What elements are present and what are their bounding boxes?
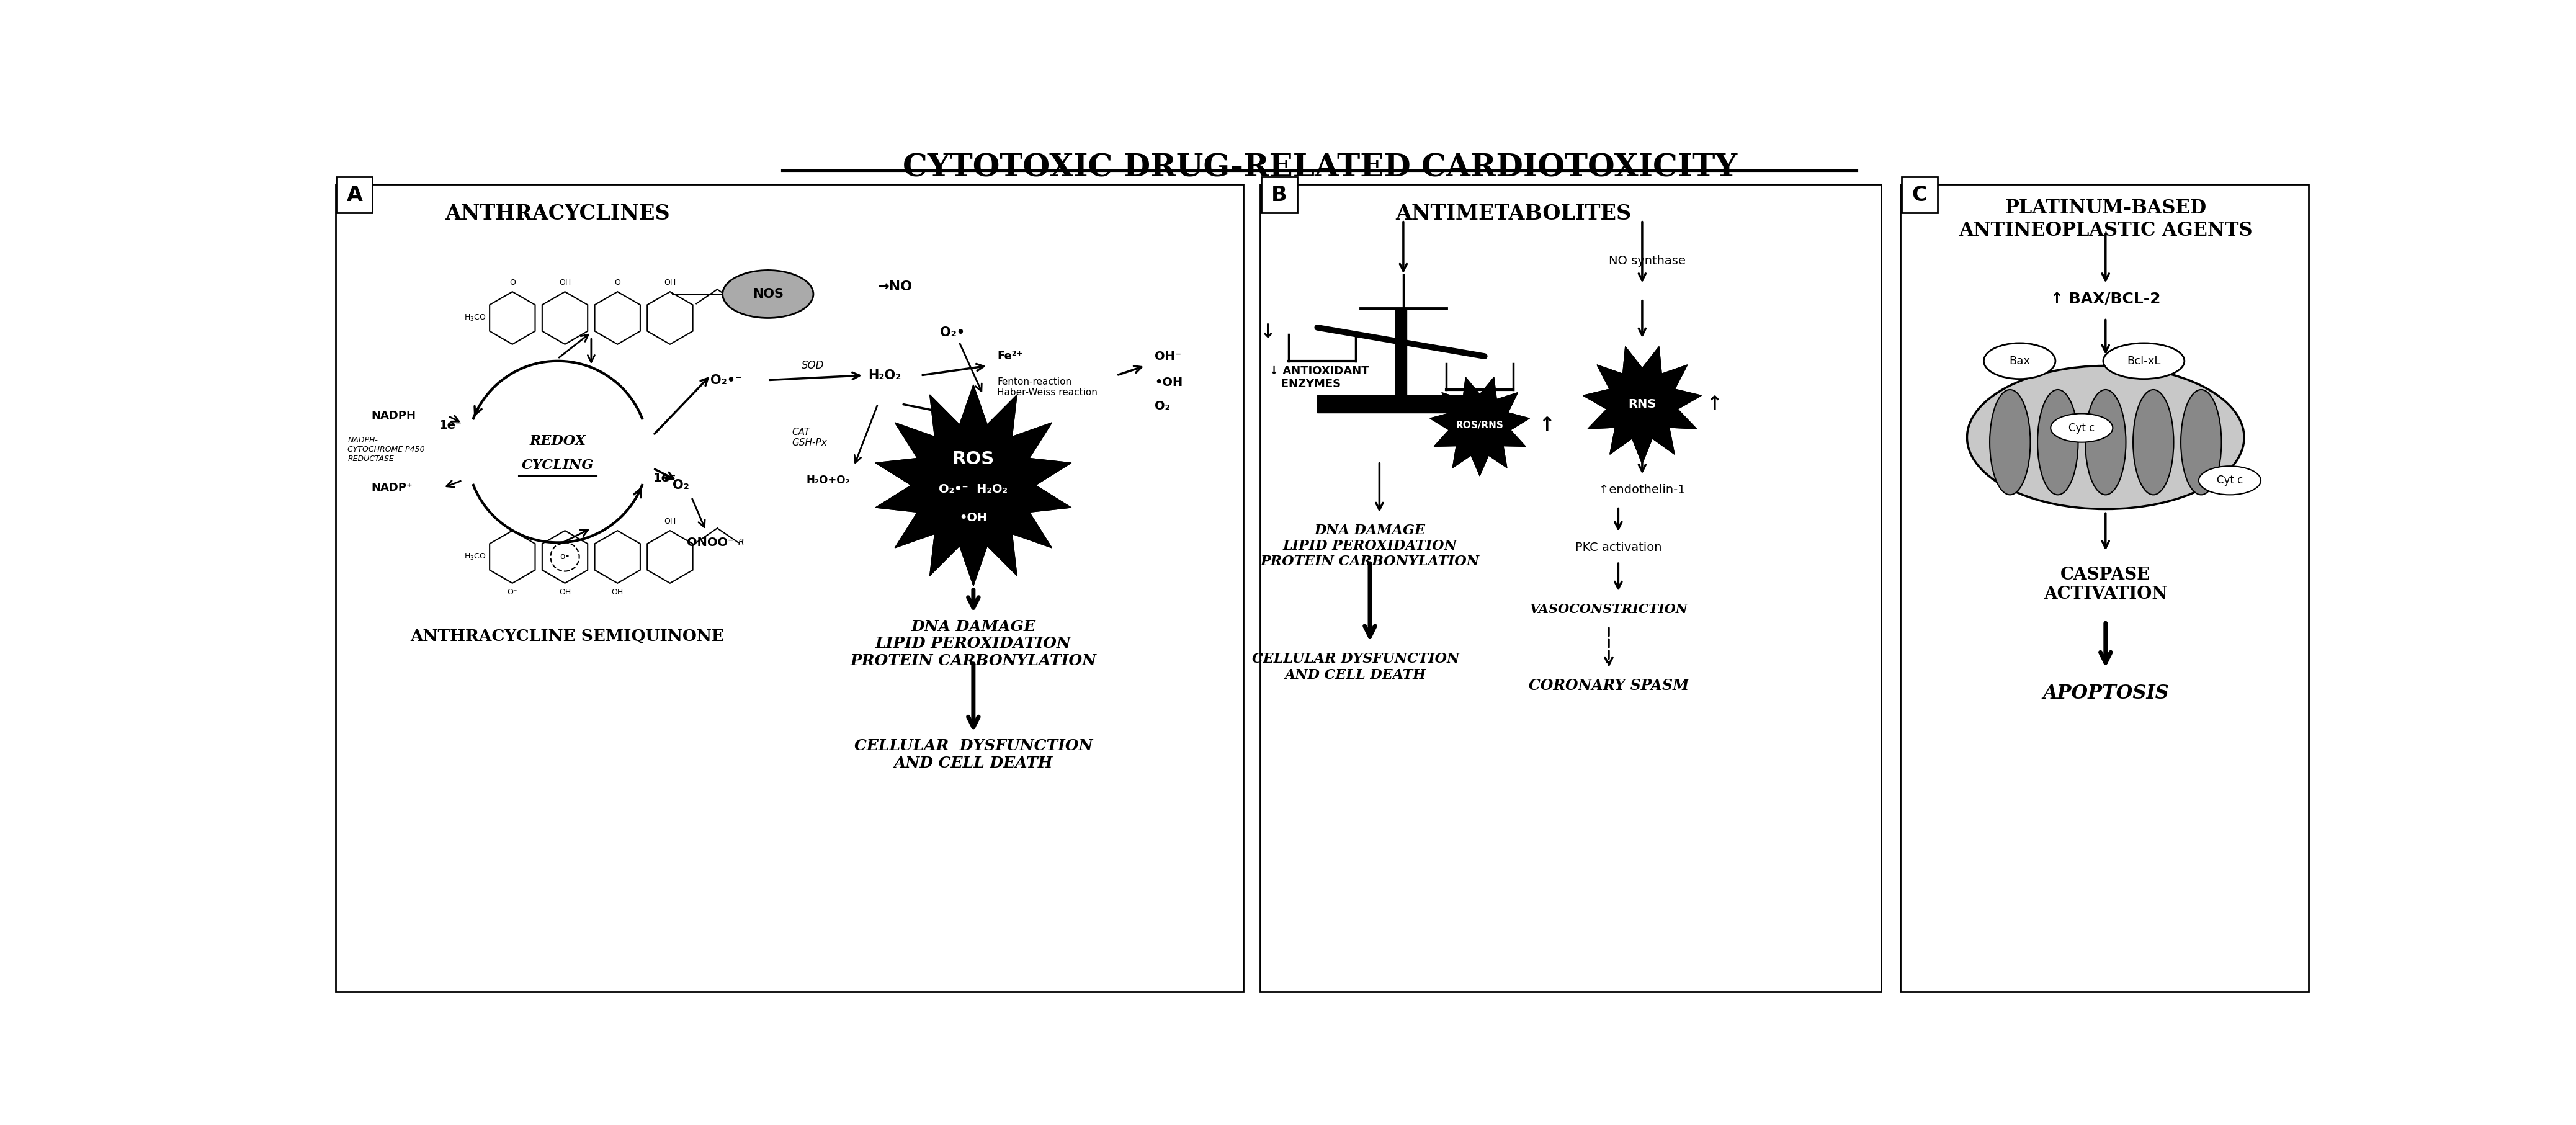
Text: O⁻: O⁻	[507, 588, 518, 596]
FancyBboxPatch shape	[1262, 177, 1298, 213]
Text: ANTHRACYCLINES: ANTHRACYCLINES	[446, 204, 670, 224]
Ellipse shape	[2182, 389, 2221, 495]
Text: O₂•⁻  H₂O₂: O₂•⁻ H₂O₂	[938, 483, 1007, 495]
Ellipse shape	[2133, 389, 2174, 495]
Text: ↑: ↑	[1705, 395, 1721, 413]
Ellipse shape	[2102, 343, 2184, 379]
Text: ROS/RNS: ROS/RNS	[1455, 421, 1504, 430]
Text: O₂•⁻: O₂•⁻	[711, 374, 742, 386]
Ellipse shape	[2038, 389, 2079, 495]
Text: OH: OH	[665, 518, 675, 525]
Text: ↓ ANTIOXIDANT
   ENZYMES: ↓ ANTIOXIDANT ENZYMES	[1270, 366, 1370, 389]
Text: →NO: →NO	[878, 281, 912, 294]
FancyBboxPatch shape	[337, 177, 374, 213]
Text: SOD: SOD	[801, 360, 824, 371]
Text: CELLULAR DYSFUNCTION
AND CELL DEATH: CELLULAR DYSFUNCTION AND CELL DEATH	[1252, 652, 1458, 682]
Text: o•: o•	[559, 552, 569, 561]
FancyBboxPatch shape	[1901, 177, 1937, 213]
Polygon shape	[1316, 395, 1484, 413]
Text: R: R	[739, 538, 744, 547]
Text: H₂O+O₂: H₂O+O₂	[806, 475, 850, 486]
Text: NADPH-
CYTOCHROME P450
REDUCTASE: NADPH- CYTOCHROME P450 REDUCTASE	[348, 437, 425, 462]
Text: O₂: O₂	[672, 479, 688, 492]
Text: ↓: ↓	[1260, 323, 1275, 341]
Polygon shape	[1396, 308, 1406, 395]
Text: •OH: •OH	[1154, 377, 1182, 388]
Text: ONOO⁻: ONOO⁻	[688, 537, 734, 549]
Text: O₂: O₂	[1154, 400, 1170, 412]
Text: H₂O₂: H₂O₂	[868, 369, 902, 381]
Text: H$_3$CO: H$_3$CO	[464, 313, 487, 323]
Text: ↑ BAX/BCL-2: ↑ BAX/BCL-2	[2050, 291, 2161, 306]
Polygon shape	[1430, 377, 1530, 476]
Text: A: A	[348, 184, 363, 206]
Text: Cyt c: Cyt c	[2218, 475, 2244, 486]
Text: ANTIMETABOLITES: ANTIMETABOLITES	[1396, 204, 1631, 224]
Text: Fenton-reaction
Haber-Weiss reaction: Fenton-reaction Haber-Weiss reaction	[997, 377, 1097, 397]
Text: OH: OH	[559, 279, 572, 287]
Ellipse shape	[2050, 414, 2112, 442]
Text: DNA DAMAGE
LIPID PEROXIDATION
PROTEIN CARBONYLATION: DNA DAMAGE LIPID PEROXIDATION PROTEIN CA…	[850, 619, 1097, 668]
Text: OH: OH	[559, 588, 572, 596]
Ellipse shape	[1989, 389, 2030, 495]
Text: CAT
GSH-Px: CAT GSH-Px	[791, 428, 827, 448]
Text: ANTHRACYCLINE SEMIQUINONE: ANTHRACYCLINE SEMIQUINONE	[410, 629, 724, 645]
Text: H$_3$CO: H$_3$CO	[464, 552, 487, 561]
Text: CYCLING: CYCLING	[523, 458, 595, 473]
Text: B: B	[1270, 184, 1288, 206]
Text: C: C	[1911, 184, 1927, 206]
Text: O₂•: O₂•	[940, 326, 966, 339]
Polygon shape	[876, 385, 1072, 586]
Text: ↑: ↑	[1538, 416, 1553, 434]
Text: OH: OH	[611, 588, 623, 596]
Text: RNS: RNS	[1628, 398, 1656, 410]
Text: NADPH: NADPH	[371, 411, 417, 422]
Bar	[1901, 184, 2308, 992]
Text: CORONARY SPASM: CORONARY SPASM	[1528, 678, 1690, 693]
Text: O: O	[616, 279, 621, 287]
Text: OH⁻: OH⁻	[1154, 350, 1182, 362]
Text: ↑endothelin-1: ↑endothelin-1	[1600, 484, 1685, 496]
Text: VASOCONSTRICTION: VASOCONSTRICTION	[1530, 603, 1687, 615]
Text: CASPASE
ACTIVATION: CASPASE ACTIVATION	[2043, 567, 2166, 603]
Text: APOPTOSIS: APOPTOSIS	[2043, 684, 2169, 703]
Text: OH: OH	[665, 279, 675, 287]
Text: CELLULAR  DYSFUNCTION
AND CELL DEATH: CELLULAR DYSFUNCTION AND CELL DEATH	[855, 738, 1092, 771]
Bar	[1260, 184, 1880, 992]
Bar	[335, 184, 1244, 992]
Text: NOS: NOS	[752, 288, 783, 300]
Text: 1e⁻: 1e⁻	[438, 420, 461, 431]
Text: DNA DAMAGE
LIPID PEROXIDATION
PROTEIN CARBONYLATION: DNA DAMAGE LIPID PEROXIDATION PROTEIN CA…	[1260, 523, 1479, 568]
Text: 1e⁻: 1e⁻	[654, 472, 677, 484]
Text: ROS: ROS	[953, 450, 994, 468]
Text: O: O	[510, 279, 515, 287]
Ellipse shape	[721, 270, 814, 318]
Ellipse shape	[2200, 466, 2262, 495]
Ellipse shape	[1984, 343, 2056, 379]
Text: PLATINUM-BASED
ANTINEOPLASTIC AGENTS: PLATINUM-BASED ANTINEOPLASTIC AGENTS	[1958, 198, 2251, 240]
Text: PKC activation: PKC activation	[1574, 541, 1662, 554]
Ellipse shape	[2087, 389, 2125, 495]
Text: R: R	[739, 299, 744, 308]
Text: REDOX: REDOX	[531, 434, 585, 448]
Polygon shape	[1584, 346, 1700, 463]
Text: CYTOTOXIC DRUG-RELATED CARDIOTOXICITY: CYTOTOXIC DRUG-RELATED CARDIOTOXICITY	[904, 153, 1736, 183]
Text: Bax: Bax	[2009, 356, 2030, 367]
Text: Bcl-xL: Bcl-xL	[2128, 356, 2161, 367]
Text: Cyt c: Cyt c	[2069, 422, 2094, 433]
Text: •OH: •OH	[958, 512, 987, 523]
Text: Fe²⁺: Fe²⁺	[997, 351, 1023, 362]
Text: NADP⁺: NADP⁺	[371, 482, 412, 493]
Ellipse shape	[1968, 366, 2244, 510]
Text: NO synthase: NO synthase	[1610, 254, 1685, 267]
